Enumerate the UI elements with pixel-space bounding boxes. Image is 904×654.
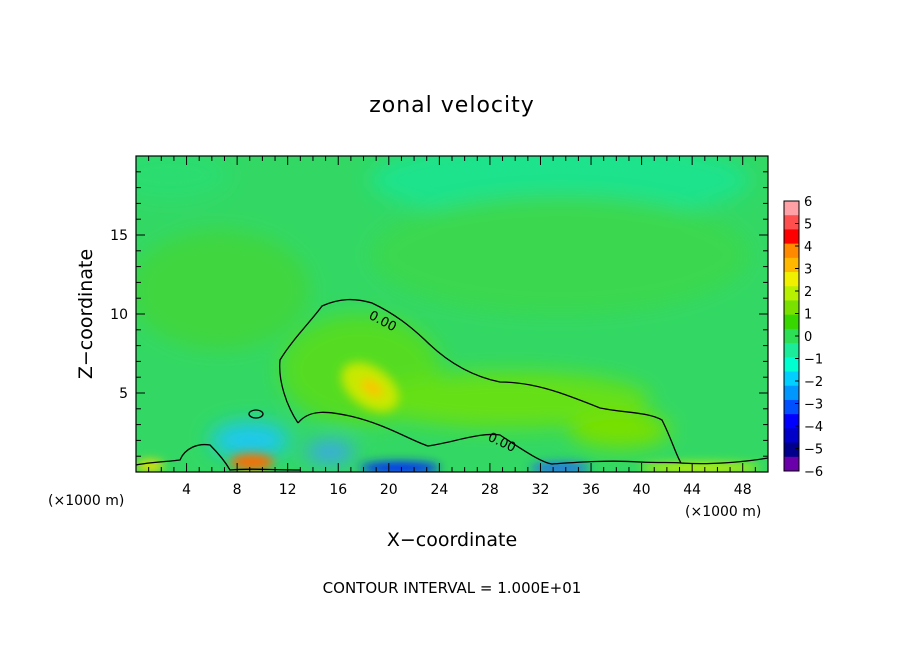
x-unit-right: (×1000 m) — [685, 504, 761, 520]
y-tick-label: 5 — [119, 386, 128, 402]
contour-interval-note: CONTOUR INTERVAL = 1.000E+01 — [323, 579, 582, 597]
colorbar: 6 5 4 3 2 1 0 −1 −2 −3 −4 −5 −6 — [783, 195, 823, 480]
colorbar-tick-label: −4 — [804, 420, 823, 435]
colorbar-tick-label: 1 — [804, 308, 812, 323]
colorbar-tick-label: 2 — [804, 285, 812, 300]
colorbar-swatch — [784, 357, 799, 372]
colorbar-swatch — [784, 201, 799, 216]
colorbar-tick-label: 6 — [804, 195, 812, 210]
x-ticks: 4 8 12 16 20 24 28 32 36 40 44 48 — [148, 156, 756, 498]
x-tick-label: 44 — [683, 482, 701, 498]
y-tick-label: 15 — [110, 228, 128, 244]
x-tick-label: 48 — [734, 482, 752, 498]
x-tick-label: 8 — [233, 482, 242, 498]
contour-line — [297, 411, 768, 465]
colorbar-tick-label: −2 — [804, 375, 823, 390]
x-tick-label: 36 — [582, 482, 600, 498]
x-tick-label: 40 — [633, 482, 651, 498]
y-ticks: 5 10 15 — [110, 171, 768, 457]
colorbar-tick-label: 4 — [804, 240, 812, 255]
contour-line — [248, 409, 264, 419]
x-tick-label: 28 — [481, 482, 499, 498]
x-unit-left: (×1000 m) — [48, 493, 124, 509]
colorbar-tick-label: −3 — [804, 398, 823, 413]
x-tick-label: 32 — [532, 482, 550, 498]
colorbar-tick-label: −1 — [804, 353, 823, 368]
colorbar-tick-label: 0 — [804, 330, 812, 345]
colorbar-swatch — [784, 328, 799, 344]
colorbar-swatch — [784, 229, 799, 245]
colorbar-swatch — [784, 286, 799, 301]
colorbar-tick-label: −6 — [804, 465, 823, 480]
chart-title: zonal velocity — [369, 93, 535, 118]
x-axis-label: X−coordinate — [387, 529, 517, 551]
x-tick-label: 20 — [380, 482, 398, 498]
colorbar-swatch — [784, 243, 799, 259]
colorbar-swatch — [784, 385, 799, 401]
colorbar-swatch — [784, 272, 799, 287]
colorbar-swatch — [784, 343, 799, 358]
colorbar-swatch — [784, 442, 799, 458]
colorbar-tick-label: −5 — [804, 443, 823, 458]
x-tick-label: 24 — [430, 482, 448, 498]
contour-line — [136, 443, 301, 471]
x-tick-label: 4 — [182, 482, 191, 498]
colorbar-tick-label: 3 — [804, 263, 812, 278]
colorbar-swatch — [784, 456, 799, 472]
colorbar-swatch — [784, 428, 799, 443]
colorbar-swatch — [784, 371, 799, 387]
y-axis-label: Z−coordinate — [75, 249, 97, 379]
x-tick-label: 12 — [279, 482, 297, 498]
velocity-field — [136, 156, 768, 472]
colorbar-swatch — [784, 399, 799, 415]
colorbar-swatch — [784, 257, 799, 273]
colorbar-swatch — [784, 300, 799, 316]
x-tick-label: 16 — [329, 482, 347, 498]
colorbar-swatch — [784, 215, 799, 230]
contour-line — [279, 298, 682, 464]
colorbar-swatch — [784, 414, 799, 429]
colorbar-swatch — [784, 314, 799, 330]
colorbar-tick-label: 5 — [804, 218, 812, 233]
y-tick-label: 10 — [110, 307, 128, 323]
